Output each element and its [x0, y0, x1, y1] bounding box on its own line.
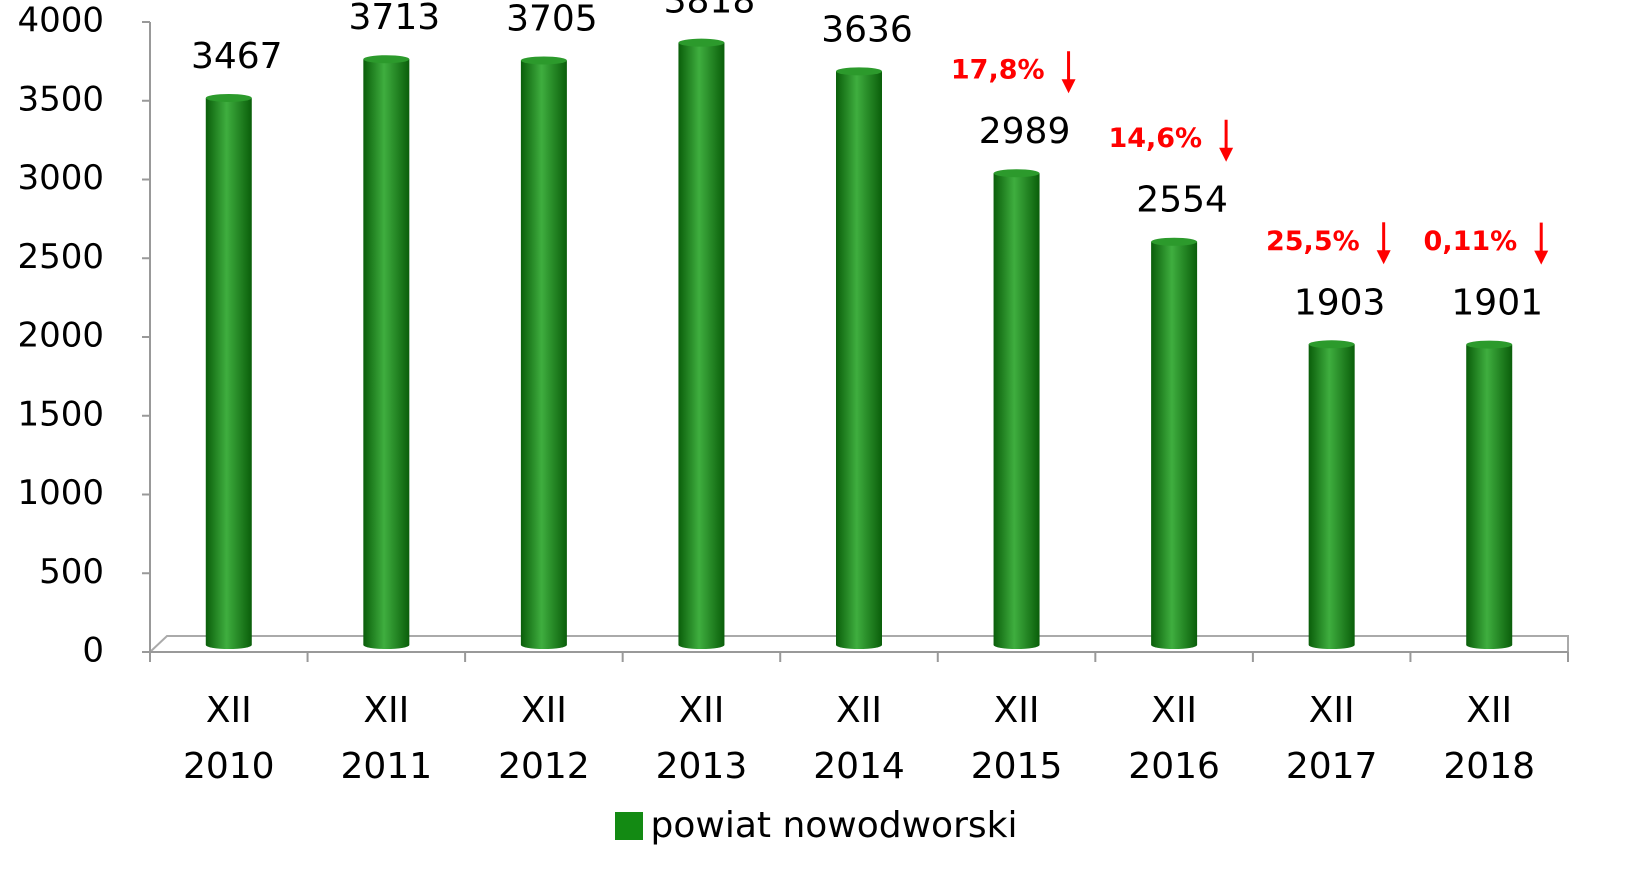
- annotation: 17,8%: [951, 55, 1045, 86]
- y-tick-label: 3000: [17, 158, 104, 198]
- value-label: 3467: [191, 36, 283, 77]
- value-label: 2989: [979, 111, 1071, 152]
- legend: powiat nowodworski: [0, 805, 1632, 846]
- x-tick-label: XII 2012: [498, 690, 590, 787]
- value-label: 3818: [664, 0, 756, 22]
- y-tick-label: 0: [82, 631, 104, 671]
- bar: [1308, 340, 1355, 649]
- annotation-arrowhead: [1061, 79, 1076, 94]
- legend-label: powiat nowodworski: [650, 805, 1018, 846]
- annotation-arrowhead: [1534, 250, 1549, 265]
- value-label: 3713: [349, 0, 441, 38]
- bar: [993, 169, 1040, 650]
- x-tick-label: XII 2015: [970, 690, 1063, 787]
- legend-swatch: [614, 812, 643, 840]
- bar: [836, 67, 882, 649]
- annotation: 0,11%: [1424, 226, 1518, 257]
- value-label: 3705: [506, 0, 598, 39]
- y-tick-label: 3500: [17, 79, 104, 119]
- x-tick-label: XII 2018: [1443, 690, 1536, 787]
- y-tick-label: 1000: [17, 473, 104, 513]
- x-tick-label: XII 2013: [655, 690, 748, 787]
- annotation-arrowhead: [1376, 250, 1391, 265]
- x-tick-label: XII 2016: [1128, 690, 1220, 787]
- x-tick-label: XII 2017: [1285, 690, 1378, 787]
- annotation-arrowhead: [1219, 147, 1234, 162]
- bar: [678, 38, 725, 650]
- x-tick-label: XII 2011: [340, 690, 433, 787]
- y-tick-label: 2500: [17, 237, 104, 277]
- bar: [363, 55, 410, 649]
- bar: [1151, 237, 1198, 649]
- y-tick-label: 2000: [17, 316, 104, 356]
- y-tick-label: 500: [39, 552, 104, 592]
- y-tick-label: 4000: [17, 1, 104, 41]
- bar: [520, 56, 567, 649]
- annotation: 25,5%: [1266, 226, 1360, 257]
- annotation: 14,6%: [1108, 123, 1202, 154]
- value-label: 3636: [821, 9, 913, 50]
- y-tick-label: 1500: [17, 394, 104, 434]
- value-label: 1903: [1294, 282, 1386, 323]
- value-label: 2554: [1136, 180, 1228, 221]
- x-tick-label: XII 2010: [182, 690, 275, 787]
- bar: [1466, 340, 1513, 649]
- bar: [205, 93, 252, 649]
- x-tick-label: XII 2014: [813, 690, 905, 787]
- value-label: 1901: [1451, 283, 1543, 324]
